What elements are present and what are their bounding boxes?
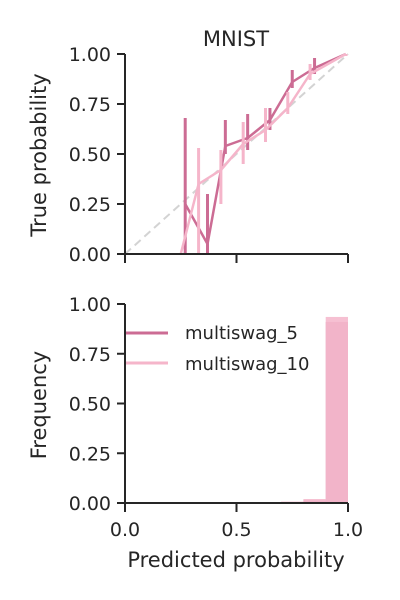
legend-label-multiswag-5: multiswag_5 [185,323,298,344]
top-y-tick-label: 0.50 [69,144,111,166]
bottom-y-tick-label: 0.50 [69,394,111,416]
series-multiswag-5 [183,52,348,254]
histogram-bar-multiswag-10 [303,499,326,503]
series-multiswag-10 [179,52,348,255]
bottom-x-tick-label: 0.5 [221,519,251,541]
top-plot-area [124,52,349,255]
x-axis-label: Predicted probability [127,548,344,572]
bottom-y-tick-label: 0.75 [69,344,111,366]
histogram-bar-multiswag-10 [325,316,348,503]
top-y-axis-label: True probability [27,73,51,237]
legend: multiswag_5 multiswag_10 [126,323,309,375]
frequency-panel: Frequency Predicted probability 0.00 0.25… [27,294,363,572]
legend-label-multiswag-10: multiswag_10 [185,354,309,375]
chart-title: MNIST [203,27,269,51]
bottom-y-ticks: 0.00 0.25 0.50 0.75 1.00 [69,294,125,515]
top-y-tick-label: 1.00 [69,44,111,66]
bottom-y-tick-label: 0.00 [69,493,111,515]
bottom-y-tick-label: 1.00 [69,294,111,316]
top-y-tick-label: 0.75 [69,94,111,116]
calibration-line-multiswag-5 [184,52,347,246]
top-y-ticks: 0.00 0.25 0.50 0.75 1.00 [69,44,125,266]
top-x-ticks [124,254,349,263]
perfect-calibration-line [124,53,349,255]
top-y-tick-label: 0.00 [69,244,111,266]
bottom-plot-area [214,316,348,503]
bottom-y-axis-label: Frequency [27,351,51,460]
bottom-x-tick-label: 0.0 [110,519,140,541]
bottom-y-tick-label: 0.25 [69,443,111,465]
top-y-tick-label: 0.25 [69,194,111,216]
bottom-x-ticks: 0.0 0.5 1.0 [110,503,363,541]
calibration-panel: MNIST True probability 0.00 0.25 0.50 0.75 1… [27,27,349,266]
histogram-multiswag-10 [214,316,348,503]
calibration-line-multiswag-10 [179,52,347,255]
bottom-x-tick-label: 1.0 [333,519,363,541]
